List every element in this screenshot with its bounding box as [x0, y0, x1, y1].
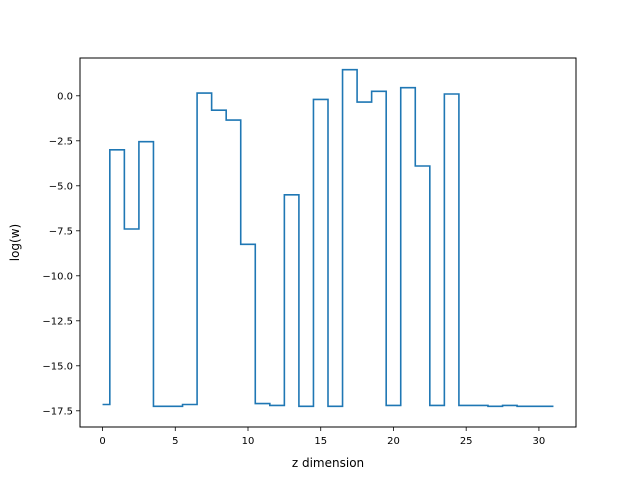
- x-tick-label: 20: [387, 436, 400, 447]
- y-tick-label: −5.0: [49, 181, 73, 192]
- y-tick-label: −2.5: [49, 136, 73, 147]
- x-tick-label: 15: [314, 436, 327, 447]
- x-tick-label: 0: [99, 436, 105, 447]
- y-tick-label: −10.0: [42, 271, 73, 282]
- y-tick-label: 0.0: [57, 91, 73, 102]
- y-tick-label: −17.5: [42, 406, 73, 417]
- x-tick-label: 30: [533, 436, 546, 447]
- x-tick-label: 10: [242, 436, 255, 447]
- y-tick-label: −15.0: [42, 361, 73, 372]
- y-tick-label: −7.5: [49, 226, 73, 237]
- y-axis-label: log(w): [8, 224, 22, 261]
- y-tick-label: −12.5: [42, 316, 73, 327]
- x-tick-label: 25: [460, 436, 473, 447]
- x-axis-label: z dimension: [292, 456, 364, 470]
- x-tick-label: 5: [172, 436, 178, 447]
